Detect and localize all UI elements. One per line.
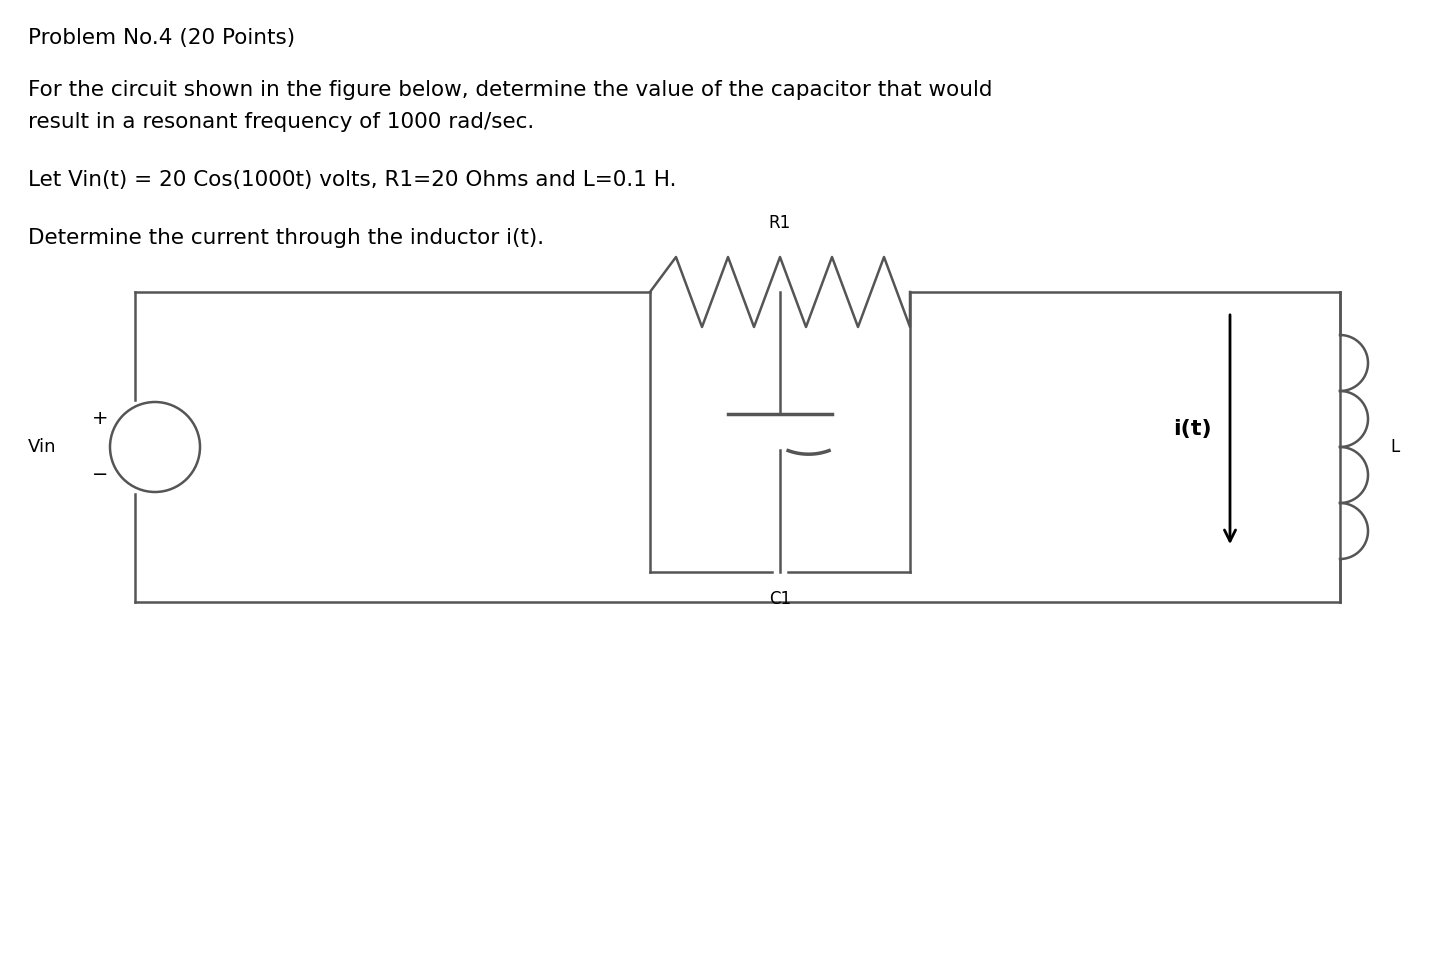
Text: i(t): i(t) [1173, 420, 1212, 439]
Text: +: + [91, 409, 109, 429]
Text: Vin: Vin [28, 438, 56, 456]
Text: −: − [91, 466, 109, 484]
Text: Let Vin(t) = 20 Cos(1000t) volts, R1=20 Ohms and L=0.1 H.: Let Vin(t) = 20 Cos(1000t) volts, R1=20 … [28, 170, 676, 190]
Text: result in a resonant frequency of 1000 rad/sec.: result in a resonant frequency of 1000 r… [28, 112, 534, 132]
Text: Determine the current through the inductor i(t).: Determine the current through the induct… [28, 228, 544, 248]
Text: L: L [1390, 438, 1399, 456]
Text: Problem No.4 (20 Points): Problem No.4 (20 Points) [28, 28, 295, 48]
Text: For the circuit shown in the figure below, determine the value of the capacitor : For the circuit shown in the figure belo… [28, 80, 992, 100]
Text: C1: C1 [769, 590, 791, 608]
Text: R1: R1 [769, 214, 791, 232]
